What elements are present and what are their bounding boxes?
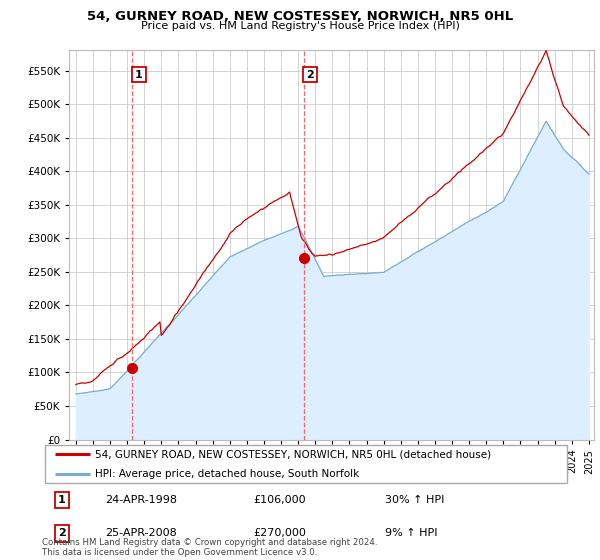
Text: 54, GURNEY ROAD, NEW COSTESSEY, NORWICH, NR5 0HL (detached house): 54, GURNEY ROAD, NEW COSTESSEY, NORWICH,… <box>95 449 491 459</box>
Text: Contains HM Land Registry data © Crown copyright and database right 2024.
This d: Contains HM Land Registry data © Crown c… <box>42 538 377 557</box>
Text: 25-APR-2008: 25-APR-2008 <box>106 529 177 538</box>
Text: 2: 2 <box>58 529 65 538</box>
Text: £106,000: £106,000 <box>253 495 306 505</box>
Text: HPI: Average price, detached house, South Norfolk: HPI: Average price, detached house, Sout… <box>95 469 359 479</box>
Text: Price paid vs. HM Land Registry's House Price Index (HPI): Price paid vs. HM Land Registry's House … <box>140 21 460 31</box>
Text: 9% ↑ HPI: 9% ↑ HPI <box>385 529 438 538</box>
Text: 24-APR-1998: 24-APR-1998 <box>106 495 178 505</box>
Text: £270,000: £270,000 <box>253 529 306 538</box>
Text: 54, GURNEY ROAD, NEW COSTESSEY, NORWICH, NR5 0HL: 54, GURNEY ROAD, NEW COSTESSEY, NORWICH,… <box>87 10 513 22</box>
Text: 1: 1 <box>135 69 143 80</box>
Text: 30% ↑ HPI: 30% ↑ HPI <box>385 495 445 505</box>
Text: 2: 2 <box>306 69 314 80</box>
FancyBboxPatch shape <box>44 445 568 483</box>
Text: 1: 1 <box>58 495 65 505</box>
